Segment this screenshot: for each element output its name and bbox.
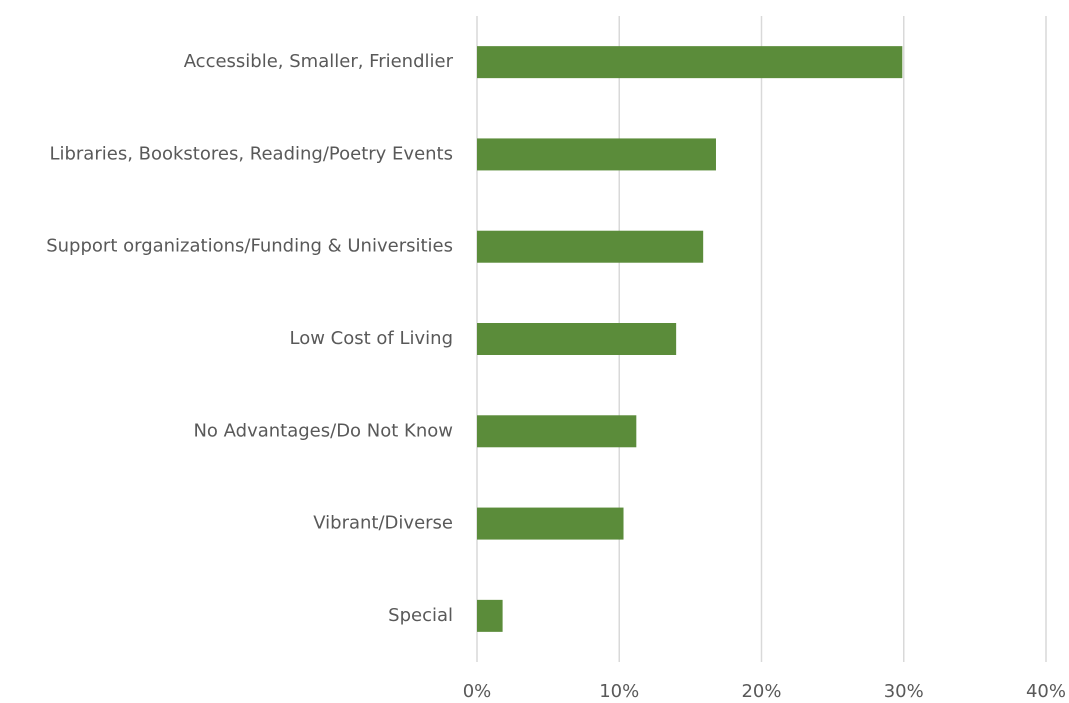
- bar: [477, 507, 624, 540]
- y-tick-label: Vibrant/Diverse: [313, 513, 453, 534]
- bar: [477, 323, 677, 355]
- x-tick-label: 20%: [741, 681, 781, 702]
- x-tick-label: 30%: [884, 681, 924, 702]
- y-tick-label: Accessible, Smaller, Friendlier: [184, 51, 454, 72]
- x-tick-label: 40%: [1026, 681, 1066, 702]
- y-tick-label: Special: [388, 605, 453, 626]
- y-tick-label: Low Cost of Living: [290, 328, 454, 349]
- x-tick-label: 0%: [463, 681, 492, 702]
- y-tick-label: No Advantages/Do Not Know: [193, 420, 453, 441]
- bar: [477, 599, 503, 632]
- bar: [477, 46, 903, 79]
- bar: [477, 415, 637, 448]
- bar: [477, 230, 704, 263]
- bar: [477, 138, 716, 171]
- x-tick-label: 10%: [599, 681, 639, 702]
- y-tick-label: Libraries, Bookstores, Reading/Poetry Ev…: [49, 143, 453, 164]
- y-tick-label: Support organizations/Funding & Universi…: [46, 236, 453, 257]
